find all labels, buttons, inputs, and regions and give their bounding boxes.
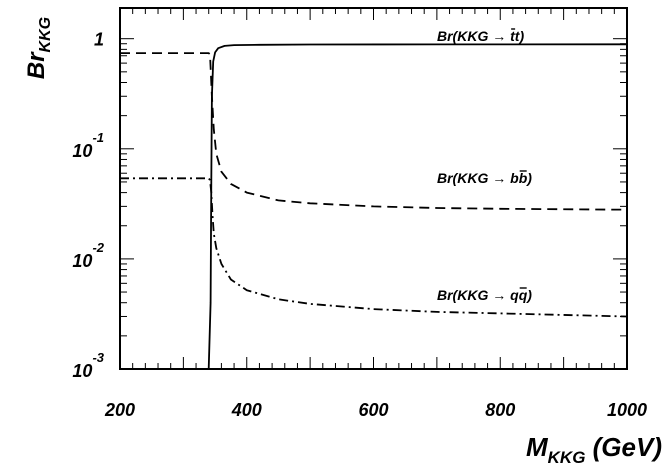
axis-ticks (119, 8, 628, 370)
x-axis-title: MKKG (GeV) (526, 432, 662, 467)
x-tick-label: 600 (358, 400, 388, 420)
x-tick-label: 800 (485, 400, 515, 420)
series-label-3: Br(KKG → qq) (437, 287, 532, 303)
series-line-1 (207, 43, 627, 369)
series-label-1: Br(KKG → tt) (437, 28, 524, 44)
x-tick-label: 1000 (607, 400, 647, 420)
y-tick-label: 10-3 (72, 350, 104, 381)
series-label-2: Br(KKG → bb) (437, 170, 532, 186)
svg-text:BrKKG: BrKKG (23, 17, 54, 79)
axis-labels: 200 400 600 800 1000 10-3 10-2 10-1 1 Br(KKG → tt… (72, 28, 647, 420)
series-lines (120, 43, 627, 369)
y-tick-label: 10-1 (72, 130, 104, 161)
y-tick-label: 1 (94, 30, 104, 50)
y-tick-label: 10-2 (72, 240, 104, 271)
y-axis-title: BrKKG (23, 17, 54, 79)
x-tick-label: 200 (104, 400, 135, 420)
x-tick-label: 400 (231, 400, 262, 420)
series-line-3 (120, 177, 627, 318)
series-line-2 (120, 52, 627, 211)
